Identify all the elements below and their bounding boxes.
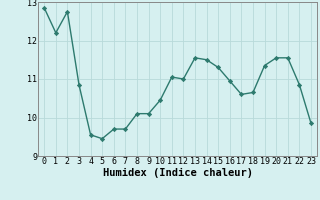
X-axis label: Humidex (Indice chaleur): Humidex (Indice chaleur)	[103, 168, 252, 178]
